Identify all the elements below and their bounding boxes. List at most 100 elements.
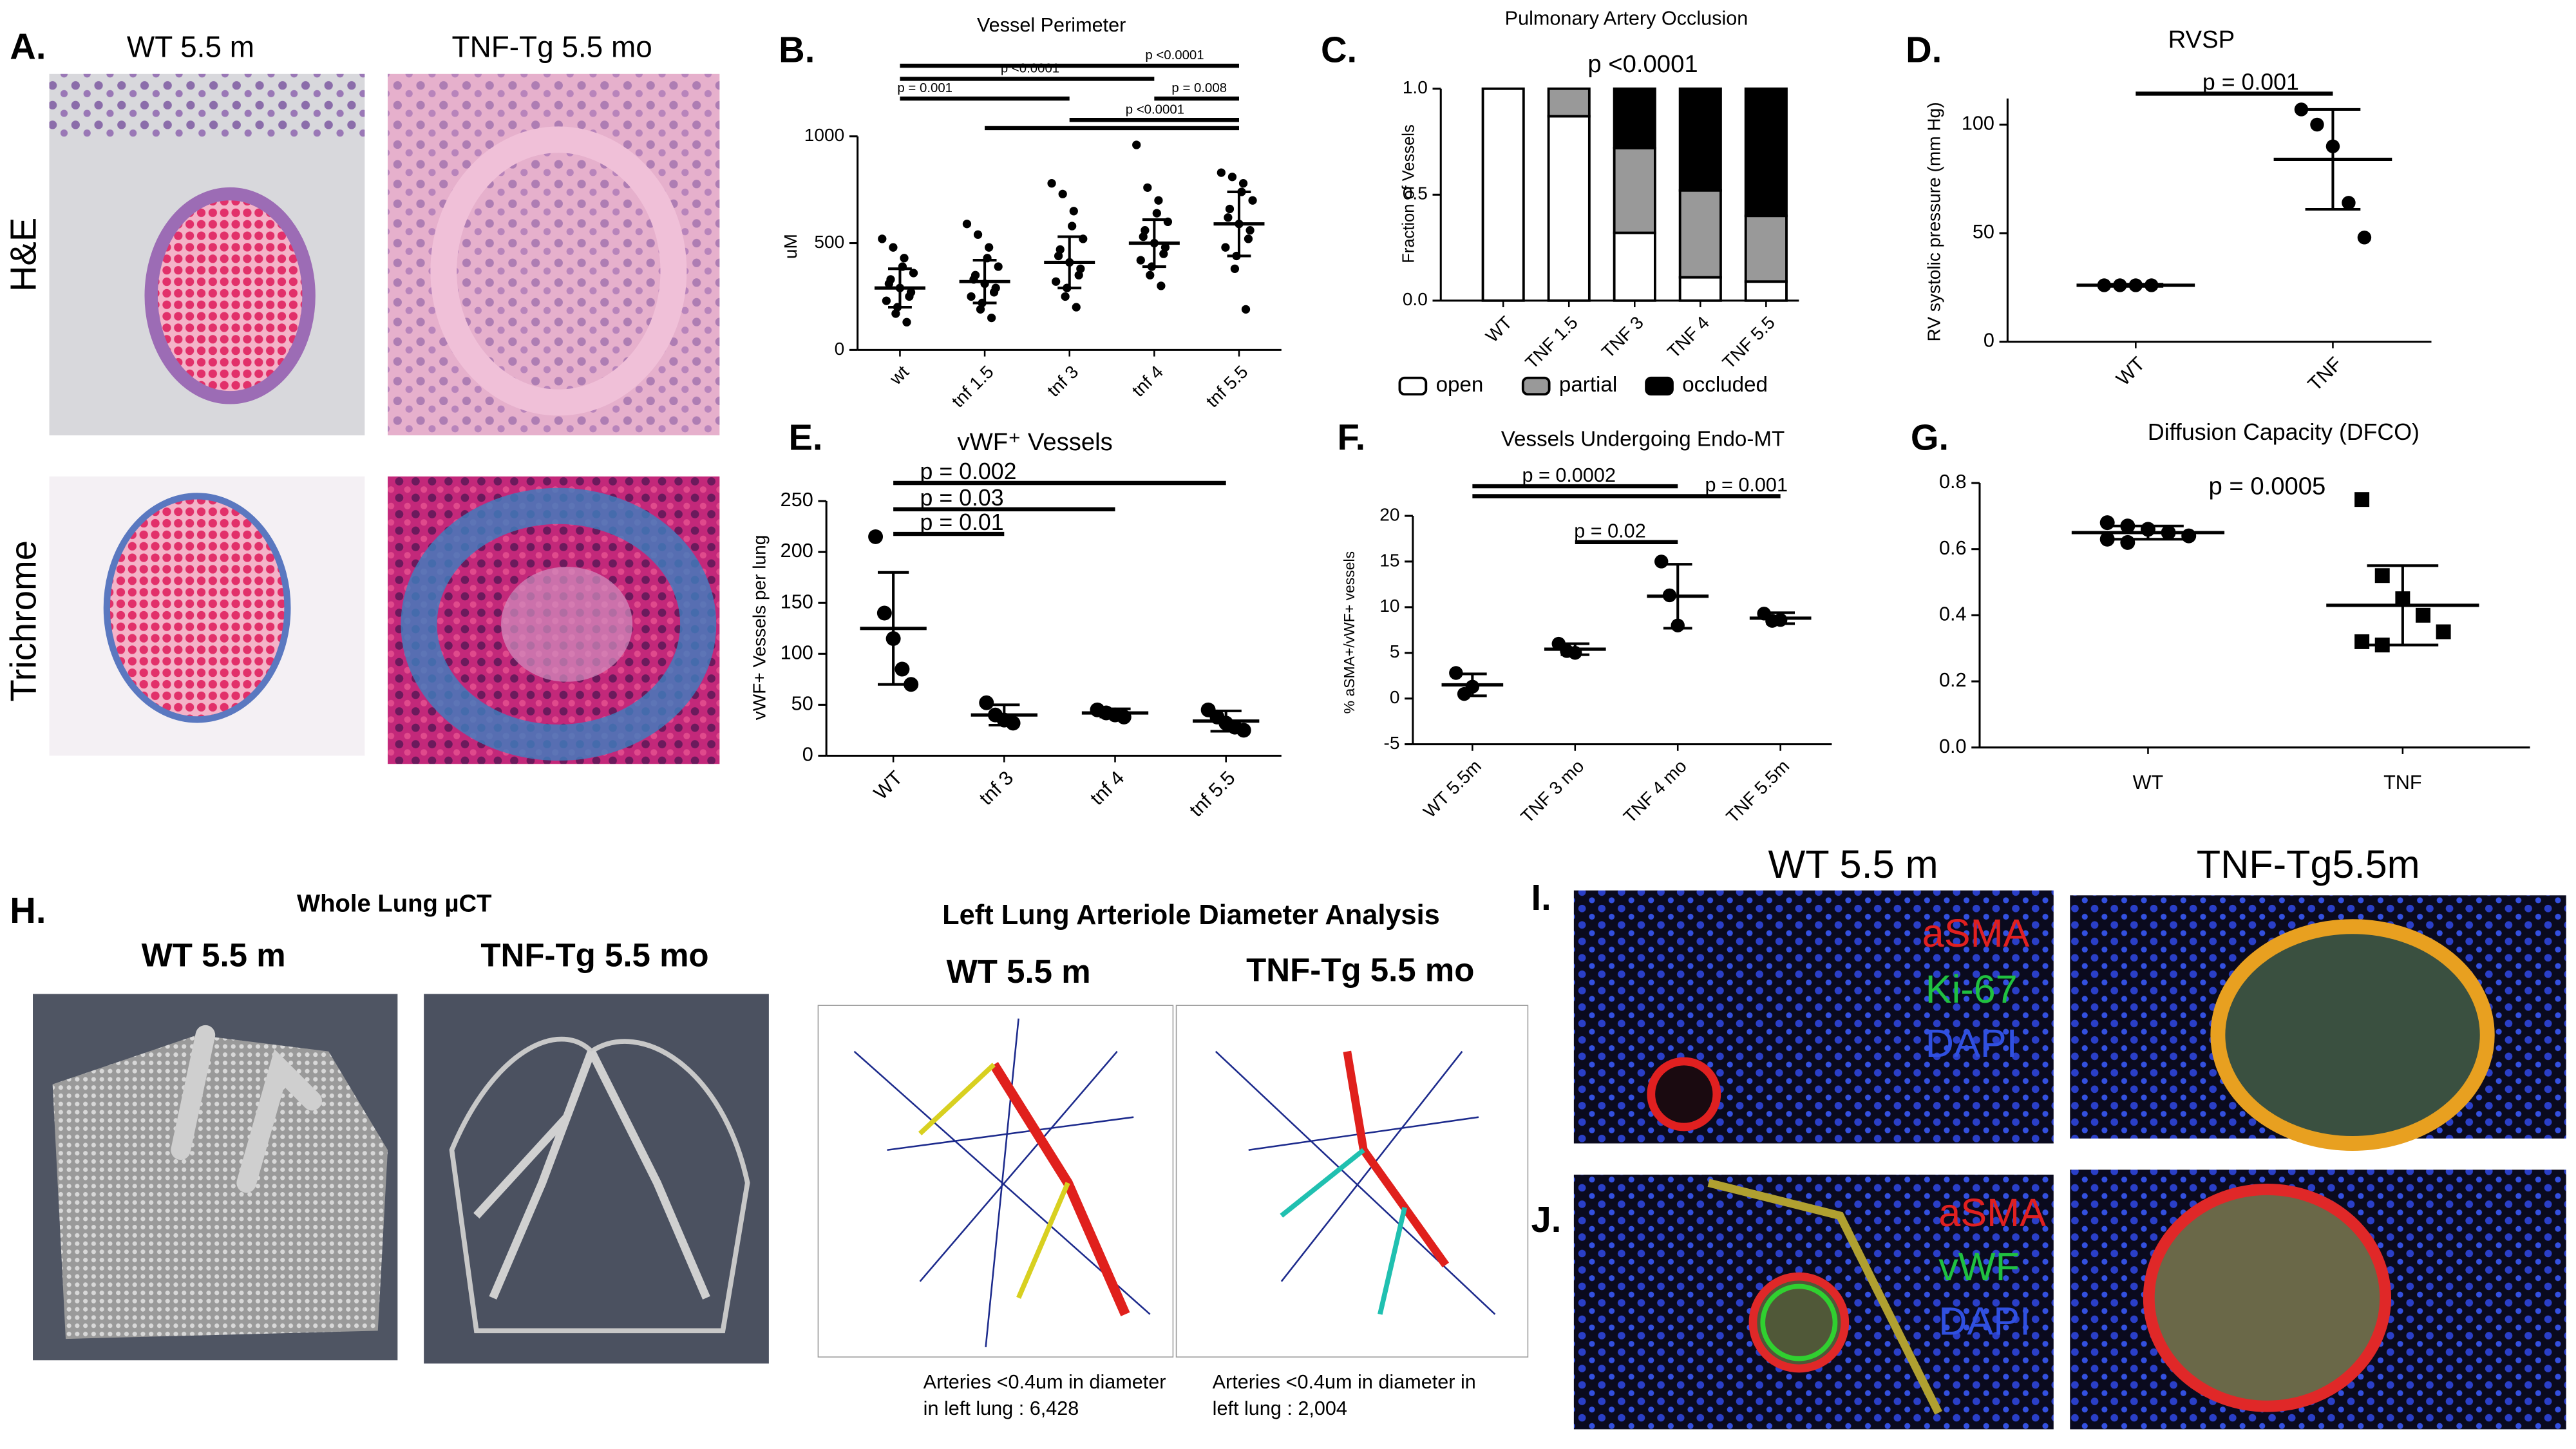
stain-label: vWF <box>1938 1245 2020 1289</box>
error-bar <box>1663 563 1692 630</box>
stain-label: DAPI <box>1938 1299 2031 1343</box>
error-bar <box>2112 524 2184 541</box>
comparison-label: p = 0.001 <box>897 81 952 95</box>
x-tick-label: tnf 1.5 <box>948 362 998 412</box>
data-point <box>1056 245 1065 254</box>
data-point <box>2354 492 2370 507</box>
error-bar <box>1766 611 1795 625</box>
data-point <box>2120 535 2136 550</box>
data-point <box>891 309 900 318</box>
data-point <box>1248 196 1257 205</box>
data-point <box>1068 222 1077 231</box>
stain-label: aSMA <box>1938 1191 2046 1235</box>
y-tick-label: 5 <box>1390 641 1400 661</box>
error-bar <box>888 267 912 309</box>
y-tick-label: 1.0 <box>1403 77 1428 97</box>
error-bar <box>2305 108 2361 211</box>
y-axis-label: % aSMA+/vWF+ vessels <box>1341 551 1358 714</box>
comparison-label: p = 0.02 <box>1574 520 1645 542</box>
x-tick-label: WT <box>2112 353 2150 390</box>
x-tick-label: TNF 4 mo <box>1620 756 1690 827</box>
data-point <box>889 243 898 252</box>
data-point <box>989 288 999 297</box>
column-label: TNF-Tg 5.5 mo <box>452 30 652 64</box>
data-point <box>900 254 909 263</box>
data-point <box>1238 179 1248 188</box>
chart-title: Vessels Undergoing Endo-MT <box>1501 427 1785 451</box>
data-point <box>967 292 976 301</box>
image-panel <box>1573 890 2566 1430</box>
error-bar <box>972 259 997 305</box>
legend-swatch <box>1521 376 1551 396</box>
bar-segment <box>1613 87 1656 149</box>
data-point <box>962 220 972 229</box>
y-tick-label: 0.6 <box>1939 537 1967 559</box>
error-bar <box>1099 707 1131 719</box>
panel-label: F. <box>1338 417 1366 458</box>
data-point <box>1227 173 1237 182</box>
legend-label: partial <box>1559 373 1617 397</box>
x-tick-label: TNF 3 mo <box>1517 756 1587 827</box>
caption: Arteries <0.4um in diameter in <box>1213 1371 1476 1393</box>
y-tick-label: 50 <box>791 692 813 714</box>
panel-label: J. <box>1531 1199 1562 1240</box>
data-point <box>1217 168 1226 177</box>
data-point <box>973 230 983 239</box>
bar-segment <box>1613 231 1656 302</box>
x-tick-label: tnf 4 <box>1086 767 1128 810</box>
data-point <box>2416 607 2430 623</box>
bar-segment <box>1547 87 1591 118</box>
error-bar <box>989 703 1020 727</box>
y-tick-label: 250 <box>781 489 813 511</box>
data-point <box>1054 251 1063 261</box>
data-point <box>1141 226 1150 235</box>
legend-label: open <box>1436 373 1484 397</box>
x-tick-label: tnf 5.5 <box>1202 362 1252 412</box>
data-point <box>1132 140 1141 149</box>
comparison-label: p = 0.008 <box>1171 81 1227 95</box>
y-tick-label: 100 <box>1962 113 1994 135</box>
y-tick-label: 0 <box>802 744 813 766</box>
caption: Arteries <0.4um in diameter <box>923 1371 1166 1393</box>
x-tick-label: tnf 3 <box>1043 362 1083 401</box>
error-bar <box>2367 564 2439 647</box>
comparison-label: p = 0.01 <box>920 509 1004 535</box>
data-point <box>994 262 1003 271</box>
row-label: H&E <box>3 218 44 292</box>
x-tick-label: WT <box>2133 772 2164 793</box>
y-axis-label: RV systolic pressure (mm Hg) <box>1924 102 1944 341</box>
x-tick-label: TNF <box>2304 353 2346 395</box>
x-tick-label: tnf 3 <box>975 767 1018 810</box>
legend-swatch <box>1645 376 1674 396</box>
y-tick-label: 100 <box>781 641 813 663</box>
image-panel <box>49 73 720 764</box>
data-point <box>1076 264 1085 273</box>
bar-segment <box>1678 276 1722 302</box>
data-point <box>878 234 887 243</box>
legend-label: occluded <box>1682 373 1768 397</box>
bar-segment <box>1744 214 1788 283</box>
data-point <box>895 661 910 677</box>
data-point <box>1157 281 1166 290</box>
y-tick-label: 0 <box>1390 687 1400 707</box>
y-axis-label: vWF+ Vessels per lung <box>750 535 770 721</box>
x-tick-label: WT 5.5m <box>1419 756 1485 822</box>
bar-segment <box>1678 189 1722 279</box>
chart-title: Diffusion Capacity (DFCO) <box>2148 419 2420 445</box>
section-title: Whole Lung µCT <box>297 890 491 918</box>
column-label: WT 5.5 m <box>947 953 1091 990</box>
column-label: WT 5.5 m <box>142 937 286 974</box>
data-point <box>1241 305 1251 314</box>
data-point <box>1061 292 1070 301</box>
comparison-label: p <0.0001 <box>1001 62 1059 76</box>
y-tick-label: 15 <box>1379 550 1399 570</box>
data-point <box>1160 243 1170 252</box>
x-tick-label: tnf 4 <box>1128 362 1168 401</box>
y-tick-label: 20 <box>1379 504 1399 524</box>
column-label: TNF-Tg 5.5 mo <box>1246 952 1474 989</box>
y-tick-label: 0.5 <box>1403 184 1428 204</box>
error-bar <box>1458 672 1487 697</box>
data-point <box>2099 515 2115 531</box>
chart-title: Vessel Perimeter <box>977 14 1126 36</box>
